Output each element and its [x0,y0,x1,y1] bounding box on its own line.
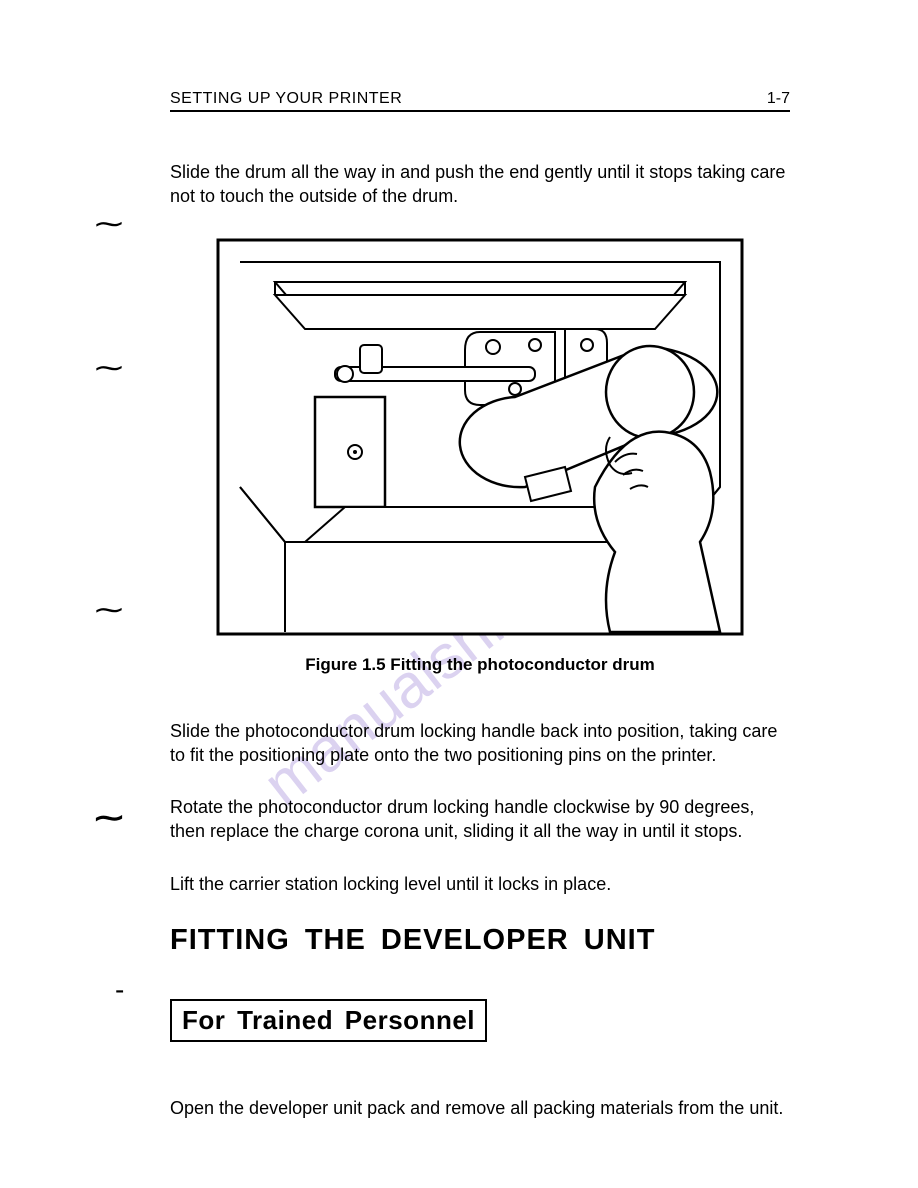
binder-mark: - [115,976,124,1004]
binder-mark: ⁓ [95,804,123,832]
page-content: SETTING UP YOUR PRINTER 1-7 Slide the dr… [170,90,790,1148]
boxed-title-trained-personnel: For Trained Personnel [170,999,487,1042]
paragraph-rotate-handle: Rotate the photoconductor drum locking h… [170,795,790,844]
figure-1-5 [215,237,745,637]
page-header: SETTING UP YOUR PRINTER 1-7 [170,90,790,112]
header-section-title: SETTING UP YOUR PRINTER [170,90,402,108]
binder-mark: ⁓ [95,354,123,382]
binder-marks: ⁓ ⁓ ⁓ ⁓ - [95,0,145,1188]
paragraph-lift-level: Lift the carrier station locking level u… [170,872,790,896]
header-page-number: 1-7 [767,90,790,108]
binder-mark: ⁓ [95,210,123,238]
paragraph-intro: Slide the drum all the way in and push t… [170,160,790,209]
figure-caption: Figure 1.5 Fitting the photoconductor dr… [170,655,790,675]
paragraph-slide-handle: Slide the photoconductor drum locking ha… [170,719,790,768]
binder-mark: ⁓ [95,596,123,624]
figure-illustration [215,237,745,637]
paragraph-open-pack: Open the developer unit pack and remove … [170,1096,790,1120]
section-title-fitting-developer: FITTING THE DEVELOPER UNIT [170,924,790,957]
